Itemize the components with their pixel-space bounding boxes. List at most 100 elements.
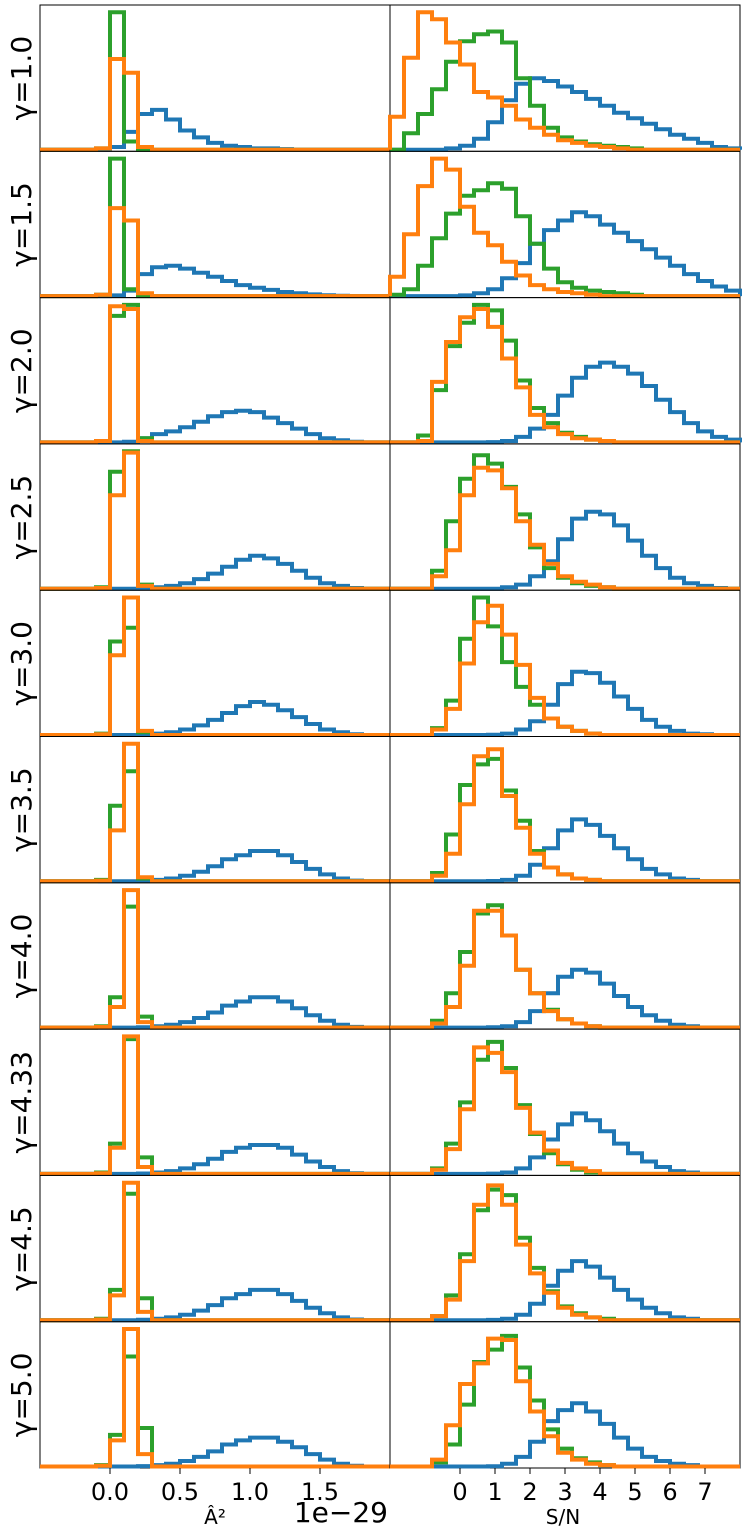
offset-text: 1e−29 (294, 1496, 388, 1529)
row-labels: γ=1.0 γ=1.5 γ=2.0 γ=2.5 γ=3.0 γ=3.5 γ=4.0 γ=4.3… (5, 36, 38, 1437)
tick-label-1-6: 6 (662, 1478, 677, 1506)
hist-green-6-1 (390, 903, 740, 1030)
hist-orange-5-1 (390, 747, 740, 884)
hist-orange-7-0 (40, 1034, 390, 1176)
hist-green-7-0 (40, 1037, 390, 1176)
hist-blue-8-0 (40, 1287, 390, 1323)
hist-orange-2-1 (390, 307, 740, 445)
panel-6-1 (389, 882, 741, 1030)
panel-1-0 (39, 150, 391, 299)
hist-orange-1-1 (388, 156, 740, 299)
hist-blue-2-1 (390, 360, 742, 445)
row-label-3: γ=2.5 (5, 475, 38, 560)
panel-9-0 (39, 1321, 391, 1469)
hist-orange-9-0 (40, 1327, 390, 1469)
tick-label-0-2: 1.0 (231, 1478, 269, 1506)
panel-1-1 (388, 150, 742, 299)
tick-label-1-7: 7 (697, 1478, 712, 1506)
hist-orange-2-0 (40, 304, 390, 445)
hist-green-1-1 (388, 181, 740, 299)
x-axis-label-right: S/N (546, 1505, 580, 1529)
panel-frame (39, 1321, 391, 1469)
panel-7-1 (389, 1028, 741, 1176)
hist-orange-0-1 (388, 10, 740, 152)
x-axis-label-left: Â² (204, 1505, 226, 1529)
hist-orange-4-0 (40, 595, 390, 737)
panel-9-1 (389, 1321, 741, 1469)
panel-frame (389, 589, 741, 738)
panel-frame (39, 882, 391, 1030)
panel-6-0 (39, 882, 391, 1030)
panel-0-1 (388, 4, 742, 152)
hist-blue-3-0 (40, 553, 390, 591)
panel-7-0 (39, 1028, 391, 1176)
panel-4-1 (389, 589, 741, 738)
panel-8-1 (389, 1174, 741, 1323)
panels (39, 4, 742, 1469)
hist-orange-4-1 (390, 603, 740, 737)
panel-frame (39, 4, 391, 152)
hist-green-3-0 (40, 449, 390, 591)
hist-blue-0-0 (40, 107, 390, 152)
row-label-4: γ=3.0 (5, 621, 38, 706)
panel-frame (39, 589, 391, 738)
hist-blue-7-1 (390, 1111, 740, 1176)
hist-blue-2-0 (40, 408, 390, 445)
row-label-8: γ=4.5 (5, 1206, 38, 1291)
panel-frame (39, 297, 391, 445)
hist-blue-8-1 (390, 1259, 740, 1323)
hist-orange-5-0 (40, 741, 390, 884)
hist-green-5-1 (390, 756, 740, 884)
hist-green-3-1 (390, 453, 740, 591)
hist-orange-3-1 (390, 465, 740, 591)
tick-label-1-5: 5 (627, 1478, 642, 1506)
tick-label-1-4: 4 (592, 1478, 607, 1506)
hist-blue-0-1 (390, 76, 742, 152)
panel-2-0 (39, 297, 391, 445)
row-label-7: γ=4.33 (5, 1051, 38, 1153)
panel-frame (389, 1321, 741, 1469)
hist-orange-8-1 (390, 1183, 740, 1323)
panel-frame (39, 736, 391, 884)
row-label-9: γ=5.0 (5, 1353, 38, 1438)
tick-label-1-0: 0 (452, 1478, 467, 1506)
hist-green-6-0 (40, 904, 390, 1030)
tick-label-0-1: 0.5 (161, 1478, 199, 1506)
tick-label-1-1: 1 (487, 1478, 502, 1506)
hist-blue-9-1 (390, 1401, 740, 1469)
hist-green-7-1 (390, 1039, 740, 1176)
panel-3-0 (39, 443, 391, 591)
hist-blue-6-1 (390, 967, 740, 1030)
hist-blue-5-0 (40, 849, 390, 884)
hist-blue-6-0 (40, 995, 390, 1030)
panel-frame (389, 443, 741, 591)
hist-blue-7-0 (40, 1143, 390, 1176)
panel-3-1 (389, 443, 741, 591)
panel-frame (389, 882, 741, 1030)
hist-blue-3-1 (390, 509, 740, 591)
panel-frame (39, 1028, 391, 1176)
tick-label-0-0: 0.0 (91, 1478, 129, 1506)
panel-frame (389, 736, 741, 884)
hist-blue-4-0 (40, 700, 390, 737)
panel-frame (389, 1174, 741, 1323)
panel-frame (39, 443, 391, 591)
hist-orange-9-1 (390, 1336, 740, 1469)
row-label-2: γ=2.0 (5, 328, 38, 413)
panel-frame (39, 1174, 391, 1323)
panel-4-0 (39, 589, 391, 738)
row-label-1: γ=1.5 (5, 182, 38, 267)
hist-orange-1-0 (40, 206, 390, 299)
hist-blue-1-1 (390, 210, 742, 299)
hist-orange-6-1 (390, 908, 740, 1030)
hist-blue-5-1 (390, 817, 740, 884)
hist-green-9-1 (390, 1333, 740, 1469)
panel-2-1 (389, 297, 742, 445)
hist-orange-8-0 (40, 1180, 390, 1323)
panel-5-1 (389, 736, 741, 884)
row-label-6: γ=4.0 (5, 914, 38, 999)
hist-green-4-1 (390, 595, 740, 737)
hist-blue-4-1 (390, 669, 740, 737)
hist-green-2-0 (40, 302, 390, 445)
